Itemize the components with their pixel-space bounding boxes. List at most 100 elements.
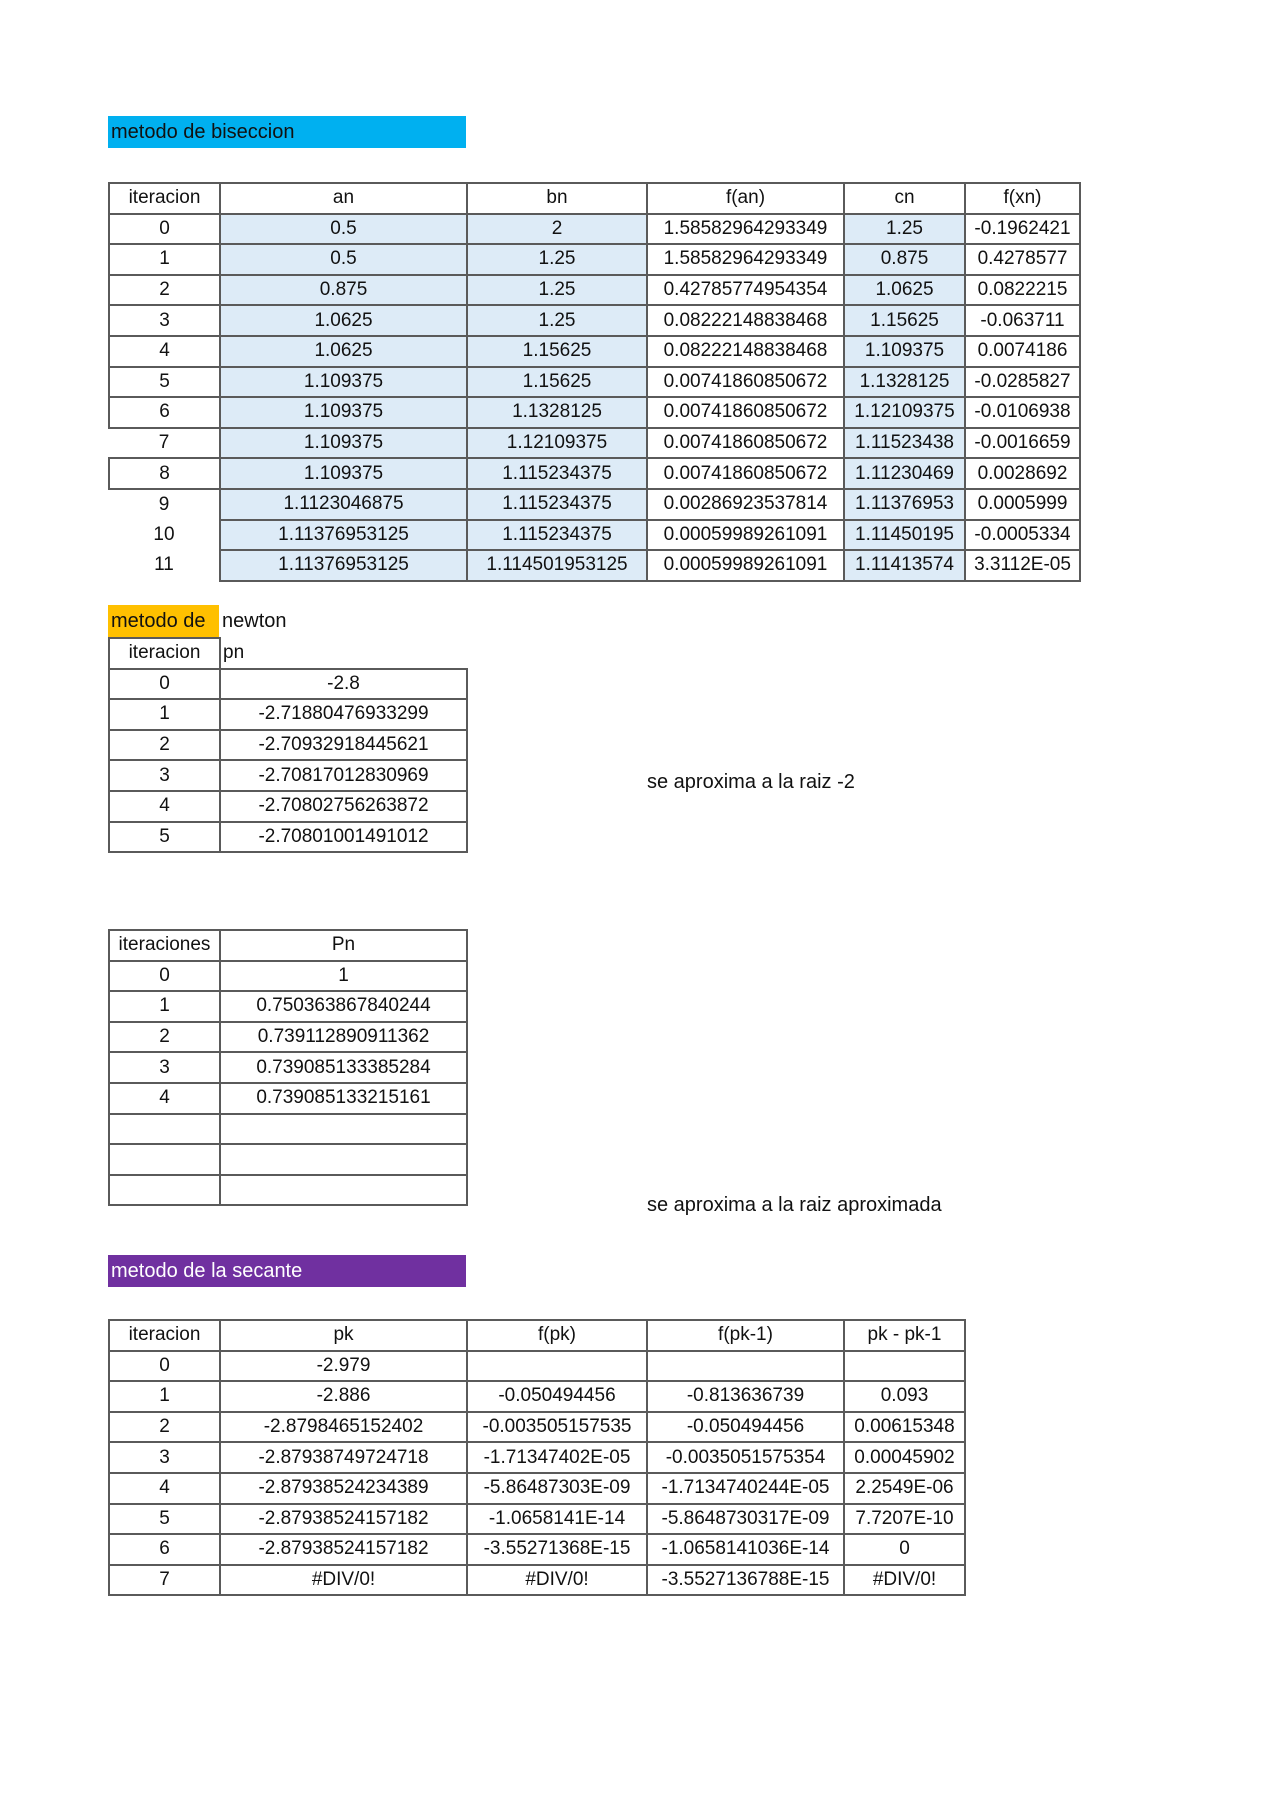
iteration-cell: 0 xyxy=(108,959,221,993)
table-row: 3 0.739085133385284 xyxy=(108,1051,468,1084)
iteration-cell: 10 xyxy=(109,519,221,551)
value-cell: -2.70801001491012 xyxy=(219,820,468,854)
iteration-cell: 8 xyxy=(108,457,221,490)
header-row: iteracion an bn f(an) cn f(xn) xyxy=(108,182,1081,215)
table-row: 9 1.1123046875 1.115234375 0.00286923537814… xyxy=(109,487,1081,521)
value-cell: -0.0005334 xyxy=(964,518,1081,552)
value-cell: 1.115234375 xyxy=(466,487,648,521)
column-header: f(xn) xyxy=(964,182,1081,215)
iteration-cell: 3 xyxy=(108,1441,221,1474)
value-cell: -2.70817012830969 xyxy=(219,759,468,792)
iteration-cell: 4 xyxy=(108,1471,221,1505)
value-cell: -0.050494456 xyxy=(646,1410,845,1444)
value-cell: 0.42785774954354 xyxy=(646,273,845,307)
value-cell: 1.11376953125 xyxy=(219,549,468,582)
value-cell: 1.11413574 xyxy=(843,549,966,582)
table-row: 3 1.0625 1.25 0.08222148838468 1.15625 -0.063… xyxy=(108,304,1081,337)
value-cell: 0.00286923537814 xyxy=(646,487,845,521)
value-cell: 1.0625 xyxy=(219,304,468,337)
table-row: 3 -2.87938749724718 -1.71347402E-05 -0.0035… xyxy=(108,1441,966,1474)
column-header: an xyxy=(219,182,468,215)
iteration-cell: 3 xyxy=(108,304,221,337)
value-cell: 2 xyxy=(466,212,648,246)
value-cell: 1.115234375 xyxy=(466,518,648,552)
value-cell xyxy=(219,1112,468,1146)
value-cell: -2.87938524157182 xyxy=(219,1502,468,1536)
value-cell: 0.0028692 xyxy=(964,457,1081,490)
iteration-cell: 4 xyxy=(108,1081,221,1115)
table-row: 4 -2.70802756263872 xyxy=(108,789,468,823)
biseccion-table: iteracion an bn f(an) cn f(xn) 0 0.5 2 1.58582964… xyxy=(108,182,1081,582)
value-cell: -0.1962421 xyxy=(964,212,1081,246)
value-cell: 1.1328125 xyxy=(843,365,966,399)
table-row: 11 1.11376953125 1.114501953125 0.000599892… xyxy=(109,549,1081,582)
iteration-cell: 0 xyxy=(108,667,221,701)
table-row: 1 -2.886 -0.050494456 -0.813636739 0.093 xyxy=(108,1380,966,1413)
value-cell: -2.87938749724718 xyxy=(219,1441,468,1474)
value-cell xyxy=(466,1349,648,1383)
value-cell xyxy=(219,1143,468,1176)
value-cell: 0.00059989261091 xyxy=(646,518,845,552)
column-header: bn xyxy=(466,182,648,215)
value-cell: -0.0106938 xyxy=(964,396,1081,429)
punto-fijo-table: iteraciones Pn 0 1 1 0.750363867840244 2 0.7391… xyxy=(108,929,468,1207)
value-cell: 1.1123046875 xyxy=(219,487,468,521)
table-row xyxy=(108,1173,468,1207)
value-cell: -1.0658141E-14 xyxy=(466,1502,648,1536)
column-header: f(pk) xyxy=(466,1319,648,1352)
value-cell: 0.739085133215161 xyxy=(219,1081,468,1115)
iteration-cell xyxy=(108,1173,221,1207)
value-cell: -2.886 xyxy=(219,1380,468,1413)
value-cell: 0.875 xyxy=(219,273,468,307)
value-cell: -0.003505157535 xyxy=(466,1410,648,1444)
value-cell: 1.11450195 xyxy=(843,518,966,552)
table-row: 4 -2.87938524234389 -5.86487303E-09 -1.7134… xyxy=(108,1471,966,1505)
iteration-cell: 3 xyxy=(108,1051,221,1084)
table-row: 6 -2.87938524157182 -3.55271368E-15 -1.0658… xyxy=(108,1533,966,1566)
newton-title-suffix: newton xyxy=(222,610,287,632)
value-cell: 1.12109375 xyxy=(466,426,648,460)
value-cell: 0.00045902 xyxy=(843,1441,966,1474)
value-cell: 1.25 xyxy=(466,243,648,276)
table-row: 4 1.0625 1.15625 0.08222148838468 1.109375 0.… xyxy=(108,334,1081,368)
table-row: 2 -2.70932918445621 xyxy=(108,728,468,762)
value-cell: 1.15625 xyxy=(466,334,648,368)
table-row: 10 1.11376953125 1.115234375 0.000599892610… xyxy=(109,518,1081,552)
column-header: iteracion xyxy=(108,637,221,670)
newton-note: se aproxima a la raiz -2 xyxy=(647,771,855,793)
iteration-cell: 0 xyxy=(108,1349,221,1383)
value-cell: 1.114501953125 xyxy=(466,549,648,582)
value-cell: 1.11376953 xyxy=(843,487,966,521)
column-header: iteraciones xyxy=(108,929,221,962)
value-cell: 0.00059989261091 xyxy=(646,549,845,582)
column-header: pk - pk-1 xyxy=(843,1319,966,1352)
table-row: 7 #DIV/0! #DIV/0! -3.5527136788E-15 #DIV/0! xyxy=(108,1563,966,1597)
value-cell: -0.063711 xyxy=(964,304,1081,337)
value-cell: -2.71880476933299 xyxy=(219,698,468,731)
iteration-cell: 5 xyxy=(108,820,221,854)
column-header: pn xyxy=(219,638,467,669)
value-cell: 1.15625 xyxy=(843,304,966,337)
value-cell: -2.70932918445621 xyxy=(219,728,468,762)
iteration-cell: 2 xyxy=(108,1410,221,1444)
table-row: 6 1.109375 1.1328125 0.00741860850672 1.1210… xyxy=(108,396,1081,429)
header-row: iteraciones Pn xyxy=(108,929,468,962)
value-cell: 1.109375 xyxy=(219,426,468,460)
iteration-cell: 0 xyxy=(108,212,221,246)
iteration-cell: 3 xyxy=(108,759,221,792)
value-cell: 1.11230469 xyxy=(843,457,966,490)
iteration-cell: 6 xyxy=(108,396,221,429)
value-cell: -0.050494456 xyxy=(466,1380,648,1413)
iteration-cell xyxy=(108,1143,221,1176)
table-row: 0 -2.8 xyxy=(108,667,468,701)
punto-fijo-note: se aproxima a la raiz aproximada xyxy=(647,1194,942,1216)
value-cell: 0.0005999 xyxy=(964,487,1081,521)
value-cell: 0.08222148838468 xyxy=(646,334,845,368)
value-cell: 1.109375 xyxy=(219,365,468,399)
iteration-cell: 2 xyxy=(108,728,221,762)
table-row: 0 0.5 2 1.58582964293349 1.25 -0.1962421 xyxy=(108,212,1081,246)
column-header: cn xyxy=(843,182,966,215)
table-row xyxy=(108,1143,468,1176)
value-cell: 0.739085133385284 xyxy=(219,1051,468,1084)
